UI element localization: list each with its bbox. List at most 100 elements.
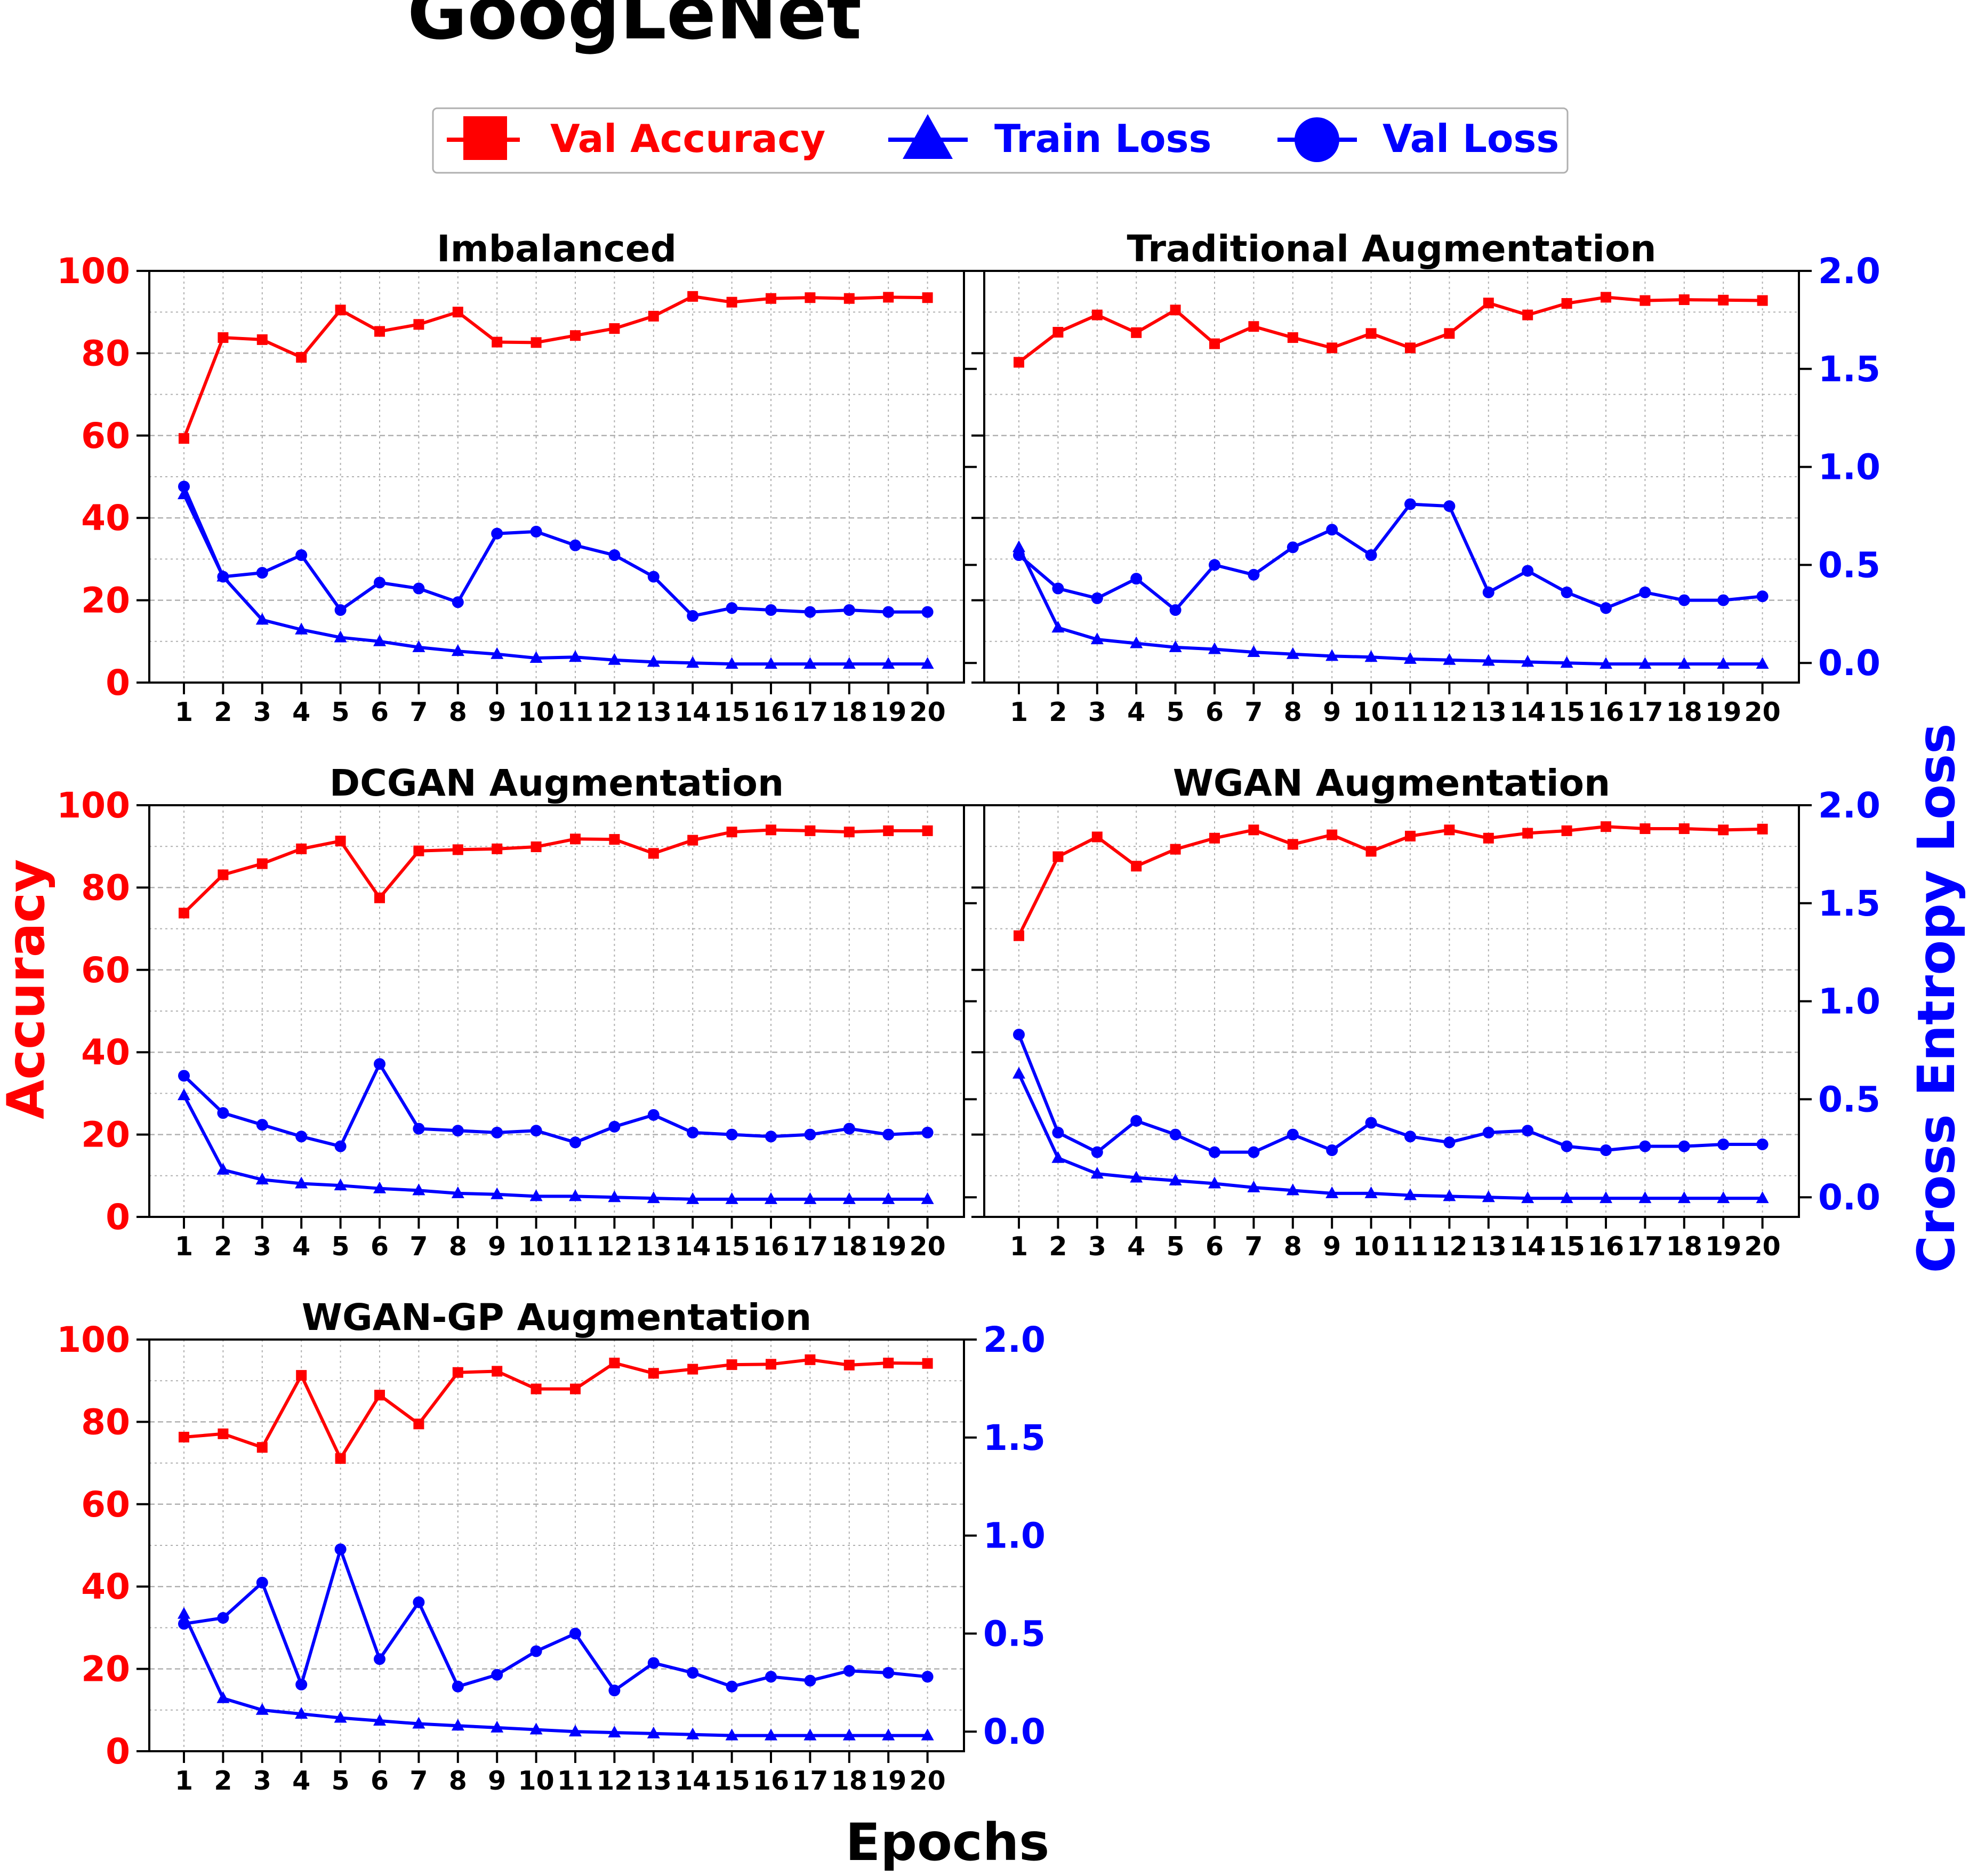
data-point-val-loss [178, 1618, 190, 1630]
data-point-val-loss [1404, 498, 1416, 510]
data-point-train-loss [1482, 1190, 1495, 1202]
data-point-train-loss [529, 1722, 543, 1735]
xtick-label: 17 [792, 1766, 828, 1796]
data-point-train-loss [725, 1728, 738, 1741]
ytick-label-left: 100 [57, 1319, 130, 1360]
data-point-val-loss [1522, 565, 1534, 577]
data-point-train-loss [765, 1728, 777, 1741]
ytick-label-right: 1.0 [983, 1516, 1046, 1557]
data-point-train-loss [216, 1163, 230, 1175]
data-point-val-accuracy [1718, 294, 1729, 306]
xtick-label: 20 [909, 697, 945, 727]
xtick-label: 1 [1010, 697, 1028, 727]
legend-label-val-loss: Val Loss [1383, 116, 1559, 161]
data-point-val-loss [530, 1125, 542, 1137]
data-point-val-loss [452, 596, 464, 608]
data-point-val-loss [1248, 1146, 1260, 1158]
xtick-label: 11 [1392, 697, 1428, 727]
xtick-label: 20 [909, 1231, 945, 1262]
data-point-val-accuracy [1757, 823, 1768, 835]
xtick-label: 6 [371, 1766, 389, 1796]
xtick-label: 11 [557, 697, 593, 727]
figure-title: GoogLeNet [407, 0, 862, 56]
data-point-train-loss [491, 1187, 504, 1199]
data-point-val-accuracy [1561, 825, 1572, 836]
data-point-train-loss [1638, 1191, 1652, 1204]
data-point-val-accuracy [648, 1368, 659, 1379]
data-point-val-loss [1248, 568, 1260, 581]
ytick-label-right: 1.5 [983, 1417, 1046, 1458]
panel-title: WGAN Augmentation [1173, 762, 1610, 805]
data-point-val-loss [843, 1123, 855, 1135]
data-point-train-loss [255, 1173, 269, 1185]
data-point-val-accuracy [1678, 823, 1690, 835]
data-point-val-loss [256, 567, 268, 579]
data-point-train-loss [1521, 1191, 1534, 1204]
xtick-label: 14 [674, 1766, 711, 1796]
ytick-label-left: 100 [57, 251, 130, 292]
data-point-train-loss [1404, 1188, 1417, 1200]
data-point-val-loss [608, 1120, 621, 1133]
data-point-val-loss [1482, 586, 1494, 598]
data-point-val-accuracy [1248, 824, 1259, 836]
data-point-train-loss [882, 1728, 895, 1741]
ytick-label-left: 40 [81, 1032, 130, 1073]
data-point-val-loss [1756, 1138, 1769, 1150]
series-line-train-loss [182, 1613, 928, 1737]
data-point-val-accuracy [805, 825, 816, 836]
data-point-val-accuracy [687, 1364, 698, 1375]
data-point-val-accuracy [1640, 823, 1651, 835]
data-point-val-loss [1013, 549, 1025, 562]
data-point-val-accuracy [766, 824, 776, 836]
axes-frame [148, 270, 965, 684]
data-point-val-loss [1209, 559, 1220, 571]
data-point-val-loss [1130, 1115, 1143, 1127]
data-point-val-accuracy [179, 433, 189, 444]
data-point-val-loss [882, 606, 895, 618]
data-point-train-loss [334, 1178, 347, 1191]
data-point-val-accuracy [1405, 830, 1416, 841]
data-point-val-accuracy [492, 1366, 503, 1377]
xtick-label: 4 [292, 1231, 310, 1262]
data-point-val-loss [569, 1628, 581, 1640]
panel-title: Traditional Augmentation [1127, 228, 1657, 270]
data-point-val-accuracy [1248, 321, 1259, 332]
panel-title: Imbalanced [437, 228, 677, 270]
data-point-val-loss [295, 549, 308, 562]
ytick-label-left: 40 [81, 1566, 130, 1607]
ytick-label-left: 80 [81, 1401, 130, 1442]
data-point-val-accuracy [218, 869, 229, 880]
xtick-label: 4 [1127, 697, 1145, 727]
data-point-train-loss [255, 1703, 269, 1715]
xtick-label: 3 [1088, 1231, 1106, 1262]
xtick-label: 4 [292, 1766, 310, 1796]
data-point-val-accuracy [1170, 304, 1181, 316]
data-point-val-accuracy [452, 844, 463, 855]
data-point-val-accuracy [843, 293, 855, 304]
ytick-label-left: 100 [57, 785, 130, 826]
data-point-val-accuracy [1718, 824, 1729, 836]
data-point-val-loss [1169, 1128, 1182, 1141]
data-point-val-accuracy [1483, 832, 1494, 844]
data-point-val-loss [1365, 549, 1377, 562]
data-point-val-loss [1600, 1144, 1612, 1157]
xtick-label: 8 [1284, 697, 1302, 727]
data-point-train-loss [295, 1707, 308, 1719]
xtick-label: 12 [1431, 697, 1467, 727]
xtick-label: 14 [674, 1231, 711, 1262]
xtick-label: 15 [713, 697, 750, 727]
xtick-label: 12 [596, 1766, 632, 1796]
ytick-label-right: 1.0 [1818, 981, 1880, 1022]
xtick-label: 9 [488, 1766, 506, 1796]
series-line-val-accuracy [1018, 295, 1763, 364]
data-point-val-accuracy [179, 1431, 189, 1442]
xtick-label: 3 [253, 697, 271, 727]
data-point-val-accuracy [413, 1418, 424, 1430]
data-point-train-loss [334, 1711, 347, 1723]
panel-title: DCGAN Augmentation [329, 762, 784, 805]
data-point-val-loss [217, 1612, 229, 1624]
data-point-val-loss [334, 1140, 347, 1152]
axes-frame [148, 804, 965, 1218]
